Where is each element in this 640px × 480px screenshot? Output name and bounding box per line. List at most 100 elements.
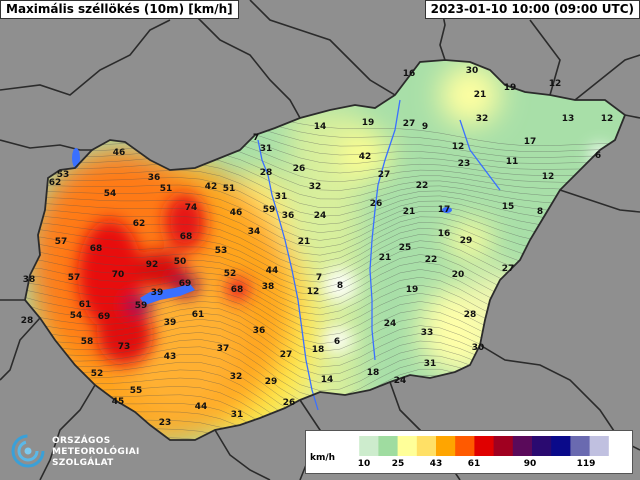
gust-label: 26: [370, 199, 383, 209]
gust-label: 27: [378, 170, 391, 180]
gust-label: 69: [179, 279, 192, 289]
gust-label: 23: [159, 418, 172, 428]
legend-swatch: [436, 436, 456, 456]
legend-swatch: [493, 436, 514, 456]
gust-label: 27: [280, 350, 293, 360]
gust-label: 11: [506, 157, 519, 167]
legend-swatch: [512, 436, 533, 456]
gust-label: 29: [460, 236, 473, 246]
gust-label: 17: [438, 205, 451, 215]
streamline: [25, 141, 625, 189]
gust-label: 61: [79, 300, 92, 310]
gust-label: 30: [466, 66, 479, 76]
legend-swatch: [455, 436, 475, 456]
gust-label: 36: [253, 326, 266, 336]
legend-color-bar: [340, 436, 628, 456]
legend-unit: km/h: [310, 453, 336, 463]
legend-tick-label: 43: [429, 459, 443, 469]
gust-label: 8: [337, 281, 343, 291]
rivers: [257, 99, 501, 411]
gust-label: 68: [231, 285, 244, 295]
legend-swatch: [589, 436, 610, 456]
gust-label: 24: [394, 376, 407, 386]
gust-label: 6: [595, 151, 601, 161]
legend-swatch: [340, 436, 360, 456]
legend-tick-label: 25: [391, 459, 405, 469]
gust-label: 27: [502, 264, 515, 274]
gust-label: 25: [399, 243, 412, 253]
gust-label: 54: [104, 189, 117, 199]
gust-label: 6: [334, 337, 340, 347]
lakes: [72, 148, 452, 305]
legend-swatch: [570, 436, 591, 456]
gust-label: 22: [425, 255, 438, 265]
legend-swatch: [551, 436, 571, 456]
gust-label: 68: [180, 232, 193, 242]
gust-label: 53: [57, 170, 70, 180]
legend-swatch: [608, 436, 628, 456]
gust-label: 44: [266, 266, 279, 276]
gust-label: 68: [90, 244, 103, 254]
gust-label: 21: [298, 237, 311, 247]
map-datetime: 2023-01-10 10:00 (09:00 UTC): [424, 0, 640, 19]
gust-label: 58: [81, 337, 94, 347]
legend-swatch: [378, 436, 399, 456]
gust-label: 69: [98, 312, 111, 322]
gust-label: 12: [542, 172, 555, 182]
gust-label: 14: [314, 122, 327, 132]
gust-label: 37: [217, 344, 230, 354]
gust-label: 18: [367, 368, 380, 378]
streamline: [25, 400, 625, 440]
gust-label: 59: [263, 205, 276, 215]
legend-swatch: [474, 436, 495, 456]
gust-label: 50: [174, 257, 187, 267]
streamline: [25, 148, 625, 197]
gust-label: 52: [91, 369, 104, 379]
gust-label: 16: [403, 69, 416, 79]
gust-label: 70: [112, 270, 125, 280]
legend-tick-label: 119: [576, 459, 596, 469]
gust-label: 7: [253, 133, 259, 143]
logo-text-line2: METEOROLÓGIAI: [52, 447, 140, 457]
gust-label: 38: [262, 282, 275, 292]
gust-label: 59: [135, 301, 148, 311]
gust-label: 24: [384, 319, 397, 329]
legend-tick-label: 10: [357, 459, 371, 469]
gust-label: 12: [601, 114, 614, 124]
gust-label: 12: [452, 142, 465, 152]
gust-label: 74: [185, 203, 198, 213]
gust-label: 19: [504, 83, 517, 93]
gust-label: 28: [260, 168, 273, 178]
streamline: [25, 155, 625, 205]
gust-label: 12: [549, 79, 562, 89]
map-title: Maximális széllökés (10m) [km/h]: [0, 0, 239, 19]
gust-label: 92: [146, 260, 159, 270]
gust-label: 51: [223, 184, 236, 194]
streamline: [25, 183, 625, 238]
gust-label: 53: [215, 246, 228, 256]
gust-label: 24: [314, 211, 327, 221]
gust-label: 62: [49, 178, 62, 188]
gust-label: 42: [359, 152, 372, 162]
gust-label: 7: [316, 273, 322, 283]
logo-text-line1: ORSZÁGOS: [52, 436, 111, 446]
gust-label: 45: [112, 397, 125, 407]
gust-label: 8: [537, 207, 543, 217]
gust-label: 12: [307, 287, 320, 297]
gust-label: 57: [68, 273, 81, 283]
gust-label: 22: [416, 181, 429, 191]
gust-label: 42: [205, 182, 218, 192]
gust-label: 21: [379, 253, 392, 263]
streamline: [25, 176, 625, 230]
streamline: [25, 169, 625, 222]
gust-label: 55: [130, 386, 143, 396]
gust-label: 28: [21, 316, 34, 326]
legend-tick-label: 61: [467, 459, 481, 469]
logo-text-line3: SZOLGÁLAT: [52, 458, 114, 468]
gust-label: 31: [424, 359, 437, 369]
gust-label: 14: [321, 375, 334, 385]
gust-label: 39: [151, 288, 164, 298]
gust-label: 21: [474, 90, 487, 100]
